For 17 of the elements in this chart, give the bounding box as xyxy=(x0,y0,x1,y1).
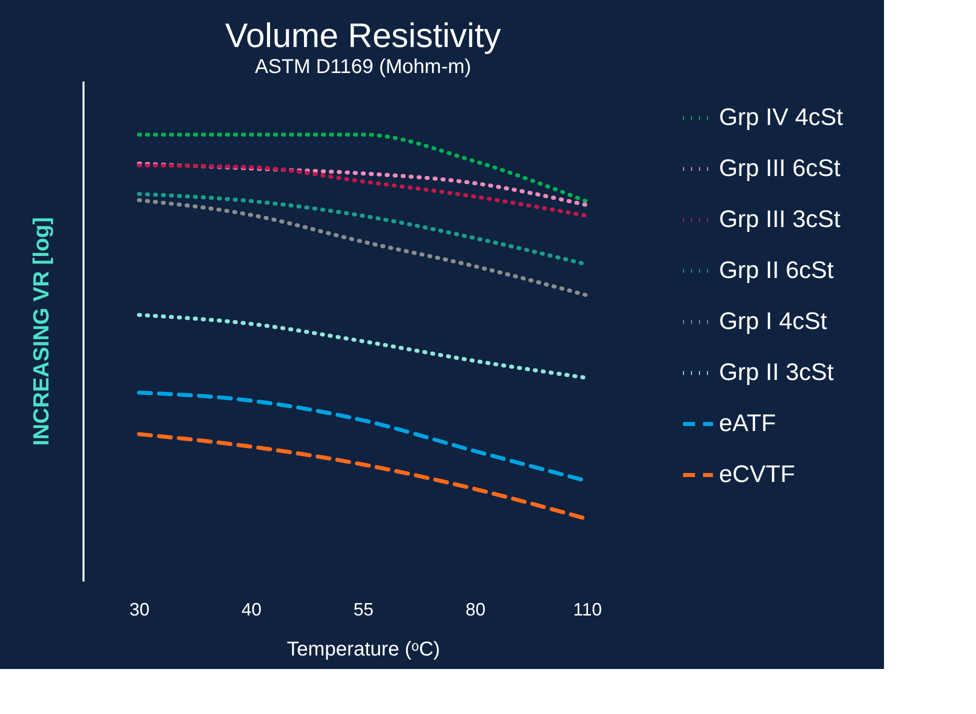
legend-label: Grp I 4cSt xyxy=(719,308,828,335)
x-axis-title: Temperature (ᵒC) xyxy=(286,638,440,660)
legend-label: Grp II 6cSt xyxy=(719,257,834,284)
legend-label: Grp IV 4cSt xyxy=(719,104,844,131)
legend-label: eCVTF xyxy=(719,461,796,488)
legend-label: Grp III 6cSt xyxy=(719,155,841,182)
legend-label: Grp III 3cSt xyxy=(719,206,841,233)
x-tick-label: 40 xyxy=(241,600,262,620)
x-tick-label: 30 xyxy=(129,600,150,620)
x-tick-label: 110 xyxy=(573,600,602,620)
y-axis-title: INCREASING VR [log] xyxy=(28,217,54,446)
x-tick-label: 55 xyxy=(353,600,374,620)
chart-title: Volume Resistivity xyxy=(225,17,501,55)
legend-label: eATF xyxy=(719,410,776,437)
x-tick-label: 80 xyxy=(465,600,486,620)
legend-label: Grp II 3cSt xyxy=(719,359,834,386)
chart-subtitle: ASTM D1169 (Mohm-m) xyxy=(254,56,472,78)
